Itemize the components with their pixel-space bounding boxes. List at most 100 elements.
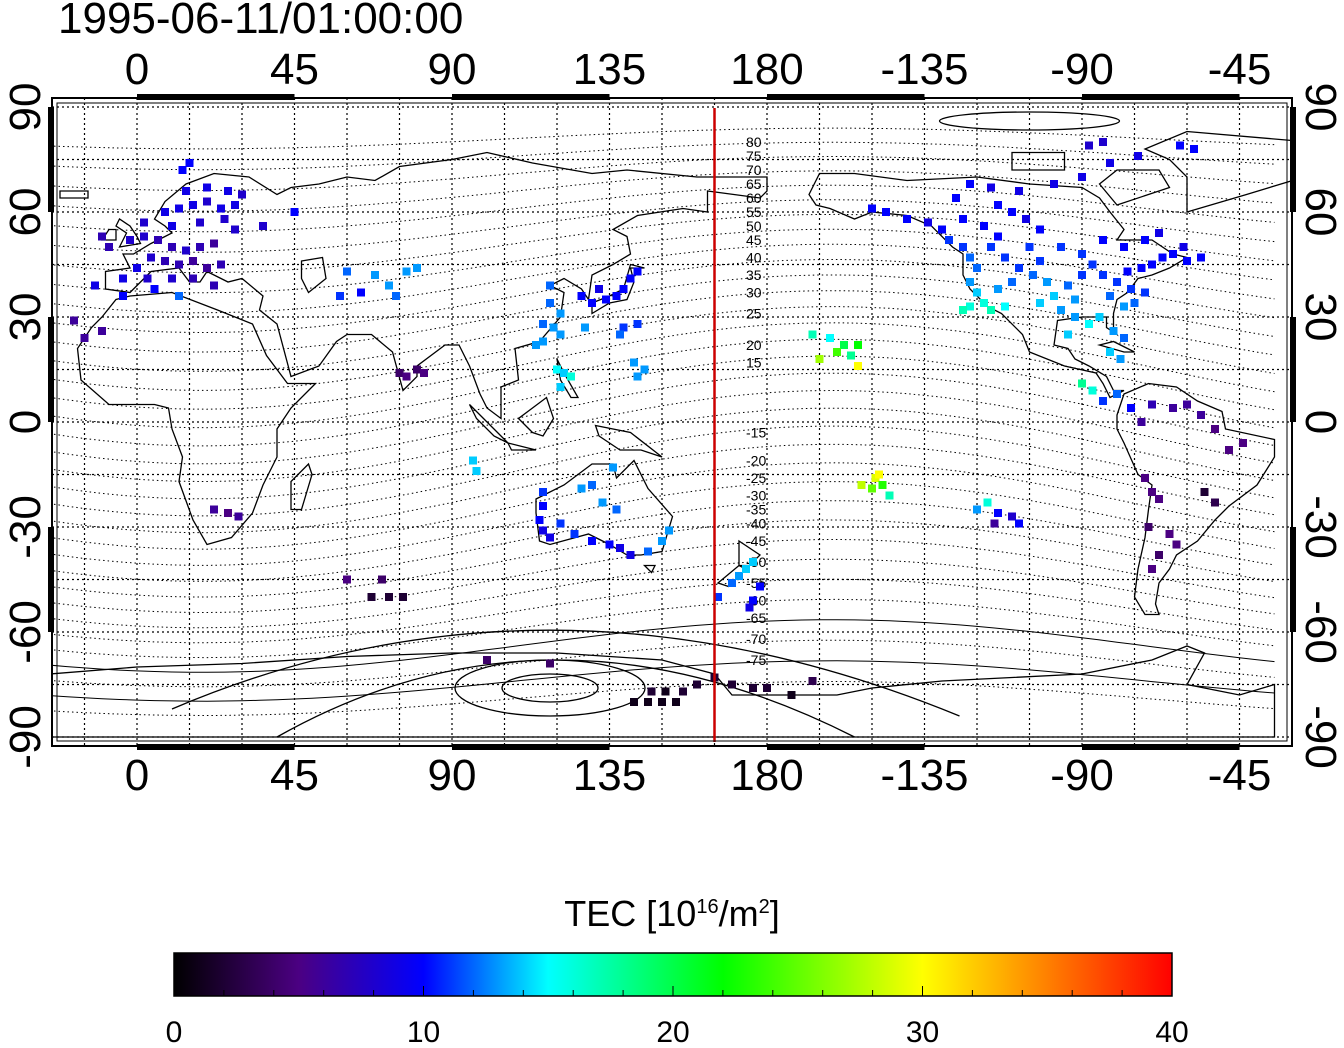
contour-label: 75 [746,148,762,164]
tec-point [661,687,670,696]
tec-point [413,365,421,374]
tec-point [469,456,477,465]
tec-point [1085,141,1093,150]
tec-point [1057,306,1065,314]
tec-point [1155,229,1163,237]
tec-point [735,572,743,580]
contour-label: 35 [746,267,762,283]
tec-point [1088,386,1097,395]
tec-point [808,677,817,685]
tec-point [966,253,974,262]
tec-point [147,253,155,262]
tec-point [413,264,421,272]
coastline [59,190,89,199]
tec-point [1120,243,1128,251]
coastline [76,291,318,546]
contour-label: 20 [746,337,762,353]
colorbar-tick-label: 30 [906,1016,939,1048]
tec-point [1008,208,1016,216]
contour-label: 50 [746,218,762,234]
tec-point [119,274,127,283]
tec-point [1123,267,1132,276]
tec-point [787,691,796,699]
tec-point [546,299,554,307]
tec-point [1197,253,1205,262]
contour-label: 40 [746,250,762,266]
contour-label: -25 [746,470,766,486]
tec-point [1106,159,1114,167]
tec-point [847,351,855,360]
tec-point [994,285,1002,293]
tec-point [1155,495,1163,503]
tec-point [1015,187,1023,195]
tec-point [168,222,176,230]
tec-point [399,593,407,601]
tec-point [1127,285,1135,293]
tec-point [749,558,757,566]
frame-bar [48,527,54,632]
tec-point [980,299,988,307]
lat-tick-label-right: 0 [1296,410,1344,434]
lon-tick-label-bottom: 90 [428,751,477,800]
coastline [1098,169,1171,206]
map-inner-border [56,102,1288,742]
tec-point [966,302,974,311]
tec-point [70,316,78,325]
tec-point [224,187,232,195]
frame-bar [1290,317,1296,422]
tec-point [1015,264,1023,272]
colorbar-tick-label: 10 [407,1016,440,1048]
tec-point [1211,498,1219,507]
tec-point [259,222,267,230]
tec-point [959,243,967,251]
tec-point [161,257,169,265]
contour-line [52,355,1275,447]
tec-point [749,684,757,692]
tec-point [385,593,393,601]
tec-point [728,579,736,587]
tec-point [885,491,894,500]
tec-point [546,659,554,668]
tec-point [1029,271,1037,279]
tec-point [1099,236,1107,244]
tec-point [395,369,404,377]
lat-tick-label-right: 30 [1296,293,1344,342]
contour-line [52,372,1275,465]
tec-point [619,285,628,293]
tec-point [994,201,1002,209]
tec-point [640,365,649,374]
tec-point [959,215,967,223]
tec-point [1169,404,1177,412]
tec-point [742,565,750,573]
tec-point [745,603,754,612]
contour-line [171,629,960,717]
tec-point [189,274,197,283]
tec-point [210,281,218,290]
tec-point [1078,173,1086,181]
coastline [642,564,657,574]
tec-point [357,288,365,297]
contour-label: 80 [746,134,762,150]
tec-point [1078,379,1086,388]
tec-point [588,537,596,545]
tec-point [626,551,635,559]
contour-label: -75 [746,652,766,668]
tec-point [546,533,554,542]
coastline [1143,130,1292,213]
tec-point [539,526,547,535]
frame-bar [767,744,925,750]
contour-line [52,407,1275,500]
lat-tick-label-right: 60 [1296,188,1344,237]
coastline [300,256,327,294]
tec-point [1141,474,1149,482]
tec-point [539,502,547,510]
tec-point [367,593,376,601]
tec-point [966,278,974,286]
tec-point [994,232,1002,241]
contour-label: 45 [746,232,762,248]
tec-point [1036,225,1044,234]
tec-point [938,225,946,234]
tec-point [175,292,183,300]
tec-point [1137,264,1146,272]
